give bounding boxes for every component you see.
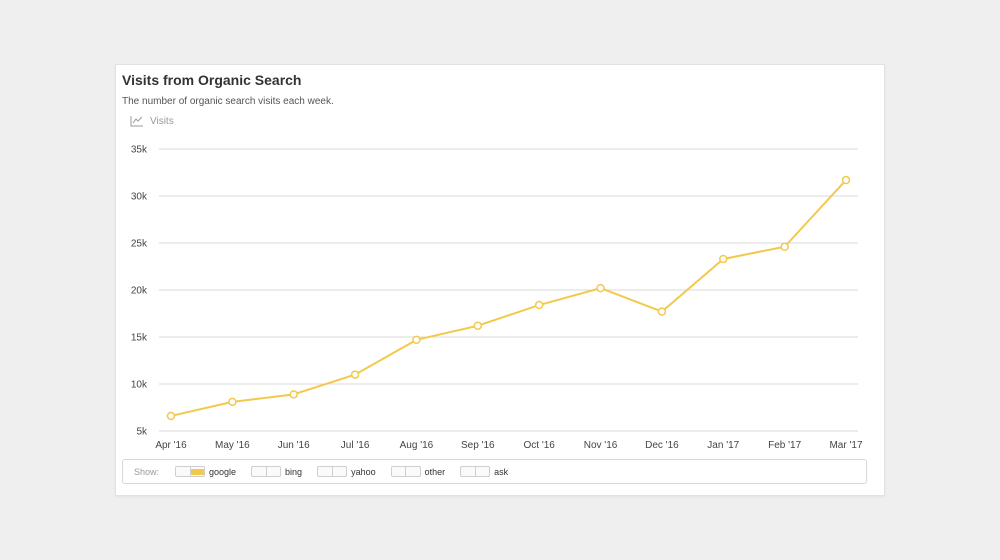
data-point[interactable] — [289, 390, 298, 399]
x-tick-label: May '16 — [215, 440, 250, 451]
legend-item-google[interactable]: google — [175, 466, 236, 477]
data-point[interactable] — [228, 397, 237, 407]
x-tick-label: Sep '16 — [461, 440, 495, 451]
x-tick-label: Jul '16 — [341, 440, 370, 451]
data-point[interactable] — [534, 300, 544, 310]
series-line-google — [170, 179, 847, 417]
metric-label: Visits — [150, 115, 174, 127]
x-tick-label: Oct '16 — [523, 440, 555, 451]
x-tick-label: Feb '17 — [768, 440, 801, 451]
data-point[interactable] — [166, 411, 176, 421]
legend-toggle-bing[interactable] — [251, 466, 282, 477]
x-tick-label: Mar '17 — [829, 440, 862, 451]
x-tick-label: Dec '16 — [645, 440, 679, 451]
x-tick-label: Jun '16 — [278, 440, 310, 451]
data-point[interactable] — [719, 254, 728, 264]
panel-subtitle: The number of organic search visits each… — [122, 96, 334, 107]
series-legend: Show: google bing yahoo other ask — [122, 459, 867, 484]
legend-toggle-other[interactable] — [390, 466, 421, 477]
legend-label-google: google — [209, 466, 237, 477]
metric-selector[interactable]: Visits — [130, 114, 174, 128]
y-tick-label: 25k — [131, 239, 148, 250]
data-point[interactable] — [596, 283, 605, 293]
line-chart-icon — [130, 115, 144, 127]
legend-show-label: Show: — [134, 466, 160, 477]
y-tick-label: 30k — [131, 192, 148, 203]
y-tick-label: 15k — [131, 333, 148, 344]
data-point[interactable] — [841, 175, 851, 185]
legend-label-other: other — [424, 466, 446, 477]
organic-search-panel: Visits from Organic Search The number of… — [115, 64, 885, 496]
x-tick-label: Jan '17 — [707, 440, 739, 451]
data-point[interactable] — [780, 242, 789, 252]
x-tick-label: Nov '16 — [584, 440, 618, 451]
legend-item-bing[interactable]: bing — [251, 466, 302, 477]
legend-toggle-yahoo[interactable] — [317, 466, 348, 477]
y-tick-label: 5k — [136, 427, 148, 438]
visits-line-chart: 5k 10k 15k 20k 25k 30k 35k Apr '16 May '16 Jun '1… — [131, 145, 863, 452]
legend-label-ask: ask — [494, 466, 509, 477]
y-tick-label: 20k — [131, 286, 148, 297]
panel-title: Visits from Organic Search — [122, 72, 302, 88]
x-tick-label: Apr '16 — [155, 440, 187, 451]
legend-item-yahoo[interactable]: yahoo — [317, 466, 376, 477]
legend-item-ask[interactable]: ask — [460, 466, 508, 477]
y-tick-label: 10k — [131, 380, 148, 391]
legend-item-other[interactable]: other — [390, 466, 446, 477]
y-tick-label: 35k — [131, 145, 148, 156]
data-point[interactable] — [657, 307, 667, 316]
x-tick-label: Aug '16 — [400, 440, 434, 451]
data-point[interactable] — [412, 335, 421, 345]
legend-toggle-google[interactable] — [175, 466, 206, 477]
legend-label-bing: bing — [285, 466, 303, 477]
legend-toggle-ask[interactable] — [460, 466, 491, 477]
legend-label-yahoo: yahoo — [351, 466, 376, 477]
data-point[interactable] — [350, 370, 360, 379]
data-point[interactable] — [473, 321, 483, 330]
